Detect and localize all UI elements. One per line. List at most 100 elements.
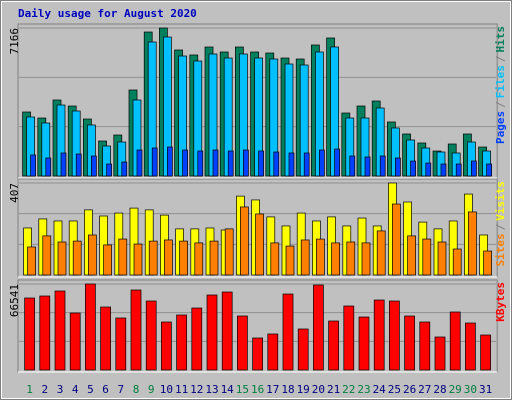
bar bbox=[425, 162, 432, 177]
bar bbox=[407, 235, 416, 276]
bar bbox=[379, 155, 386, 177]
bar bbox=[240, 206, 249, 276]
legend-entry: Hits bbox=[494, 26, 507, 53]
bar bbox=[167, 146, 173, 177]
bar bbox=[331, 242, 340, 276]
legend-entry: Visits bbox=[494, 181, 507, 221]
bar bbox=[148, 240, 158, 276]
bar bbox=[358, 316, 370, 371]
legend-separator: / bbox=[494, 101, 507, 108]
x-tick-label: 30 bbox=[464, 383, 477, 396]
legend-separator: / bbox=[494, 55, 507, 62]
bar bbox=[194, 242, 204, 276]
bar bbox=[206, 294, 218, 371]
bar bbox=[91, 155, 97, 177]
bar bbox=[419, 321, 431, 371]
bar bbox=[130, 289, 142, 371]
bar bbox=[440, 163, 447, 177]
legend-entry: Sites bbox=[494, 233, 507, 266]
bar bbox=[100, 306, 111, 371]
bar bbox=[224, 228, 234, 276]
x-tick-label: 23 bbox=[357, 383, 370, 396]
bar bbox=[422, 238, 432, 276]
x-tick-label: 4 bbox=[72, 383, 79, 396]
bar bbox=[349, 155, 356, 177]
x-tick-label: 10 bbox=[160, 383, 173, 396]
legend-separator: / bbox=[494, 223, 507, 230]
y-tick-label: 407 bbox=[8, 183, 21, 203]
bar bbox=[468, 211, 477, 276]
bar bbox=[297, 328, 309, 371]
legend-entry: Files bbox=[494, 65, 507, 98]
x-tick-label: 5 bbox=[87, 383, 94, 396]
x-tick-label: 29 bbox=[449, 383, 462, 396]
x-tick-label: 20 bbox=[312, 383, 325, 396]
x-tick-label: 2 bbox=[41, 383, 48, 396]
bar bbox=[243, 149, 249, 177]
bar bbox=[437, 241, 447, 276]
bar bbox=[361, 242, 371, 276]
y-tick-label: 66541 bbox=[8, 284, 21, 317]
x-tick-label: 12 bbox=[190, 383, 203, 396]
bar bbox=[227, 150, 234, 177]
bar bbox=[303, 152, 310, 177]
bar bbox=[267, 333, 279, 371]
bar bbox=[455, 163, 462, 177]
bar bbox=[182, 149, 188, 177]
bar bbox=[133, 243, 143, 276]
bar bbox=[197, 150, 204, 177]
bar bbox=[410, 160, 416, 177]
bar bbox=[121, 161, 128, 177]
x-tick-label: 27 bbox=[418, 383, 431, 396]
bar bbox=[449, 311, 461, 371]
x-tick-label: 31 bbox=[479, 383, 492, 396]
bar bbox=[164, 239, 173, 276]
bar bbox=[258, 150, 264, 177]
x-tick-label: 13 bbox=[205, 383, 218, 396]
legend: KBytes bbox=[494, 282, 507, 322]
bar bbox=[316, 238, 325, 276]
bar bbox=[69, 312, 81, 371]
bar bbox=[376, 230, 386, 276]
bar bbox=[252, 337, 263, 371]
bar bbox=[389, 300, 400, 371]
x-tick-label: 9 bbox=[148, 383, 155, 396]
bar bbox=[151, 147, 158, 177]
bar bbox=[346, 241, 356, 276]
bar bbox=[319, 149, 325, 177]
bar bbox=[118, 238, 128, 276]
bar bbox=[221, 291, 233, 371]
bar bbox=[273, 151, 280, 177]
bar bbox=[42, 235, 52, 276]
bar bbox=[54, 290, 66, 371]
bar bbox=[465, 322, 476, 371]
x-tick-label: 7 bbox=[117, 383, 124, 396]
x-tick-label: 24 bbox=[373, 383, 387, 396]
bar bbox=[179, 240, 188, 276]
x-tick-label: 1 bbox=[26, 383, 33, 396]
x-tick-label: 16 bbox=[251, 383, 264, 396]
bar bbox=[282, 293, 294, 371]
bar bbox=[115, 317, 127, 371]
bar bbox=[343, 305, 355, 371]
bar bbox=[328, 320, 339, 371]
bar bbox=[88, 234, 97, 276]
bar bbox=[288, 152, 295, 177]
bar bbox=[313, 284, 324, 371]
bar bbox=[255, 213, 264, 276]
bar bbox=[136, 149, 143, 177]
bar bbox=[300, 239, 310, 276]
bar bbox=[106, 163, 112, 177]
bar bbox=[57, 241, 67, 276]
bar bbox=[209, 240, 219, 276]
bar bbox=[483, 250, 492, 276]
x-tick-label: 25 bbox=[388, 383, 401, 396]
bar bbox=[212, 149, 219, 177]
x-tick-label: 14 bbox=[221, 383, 235, 396]
x-tick-label: 3 bbox=[57, 383, 64, 396]
bar bbox=[30, 154, 36, 177]
bar bbox=[75, 153, 82, 177]
bar bbox=[392, 203, 401, 276]
